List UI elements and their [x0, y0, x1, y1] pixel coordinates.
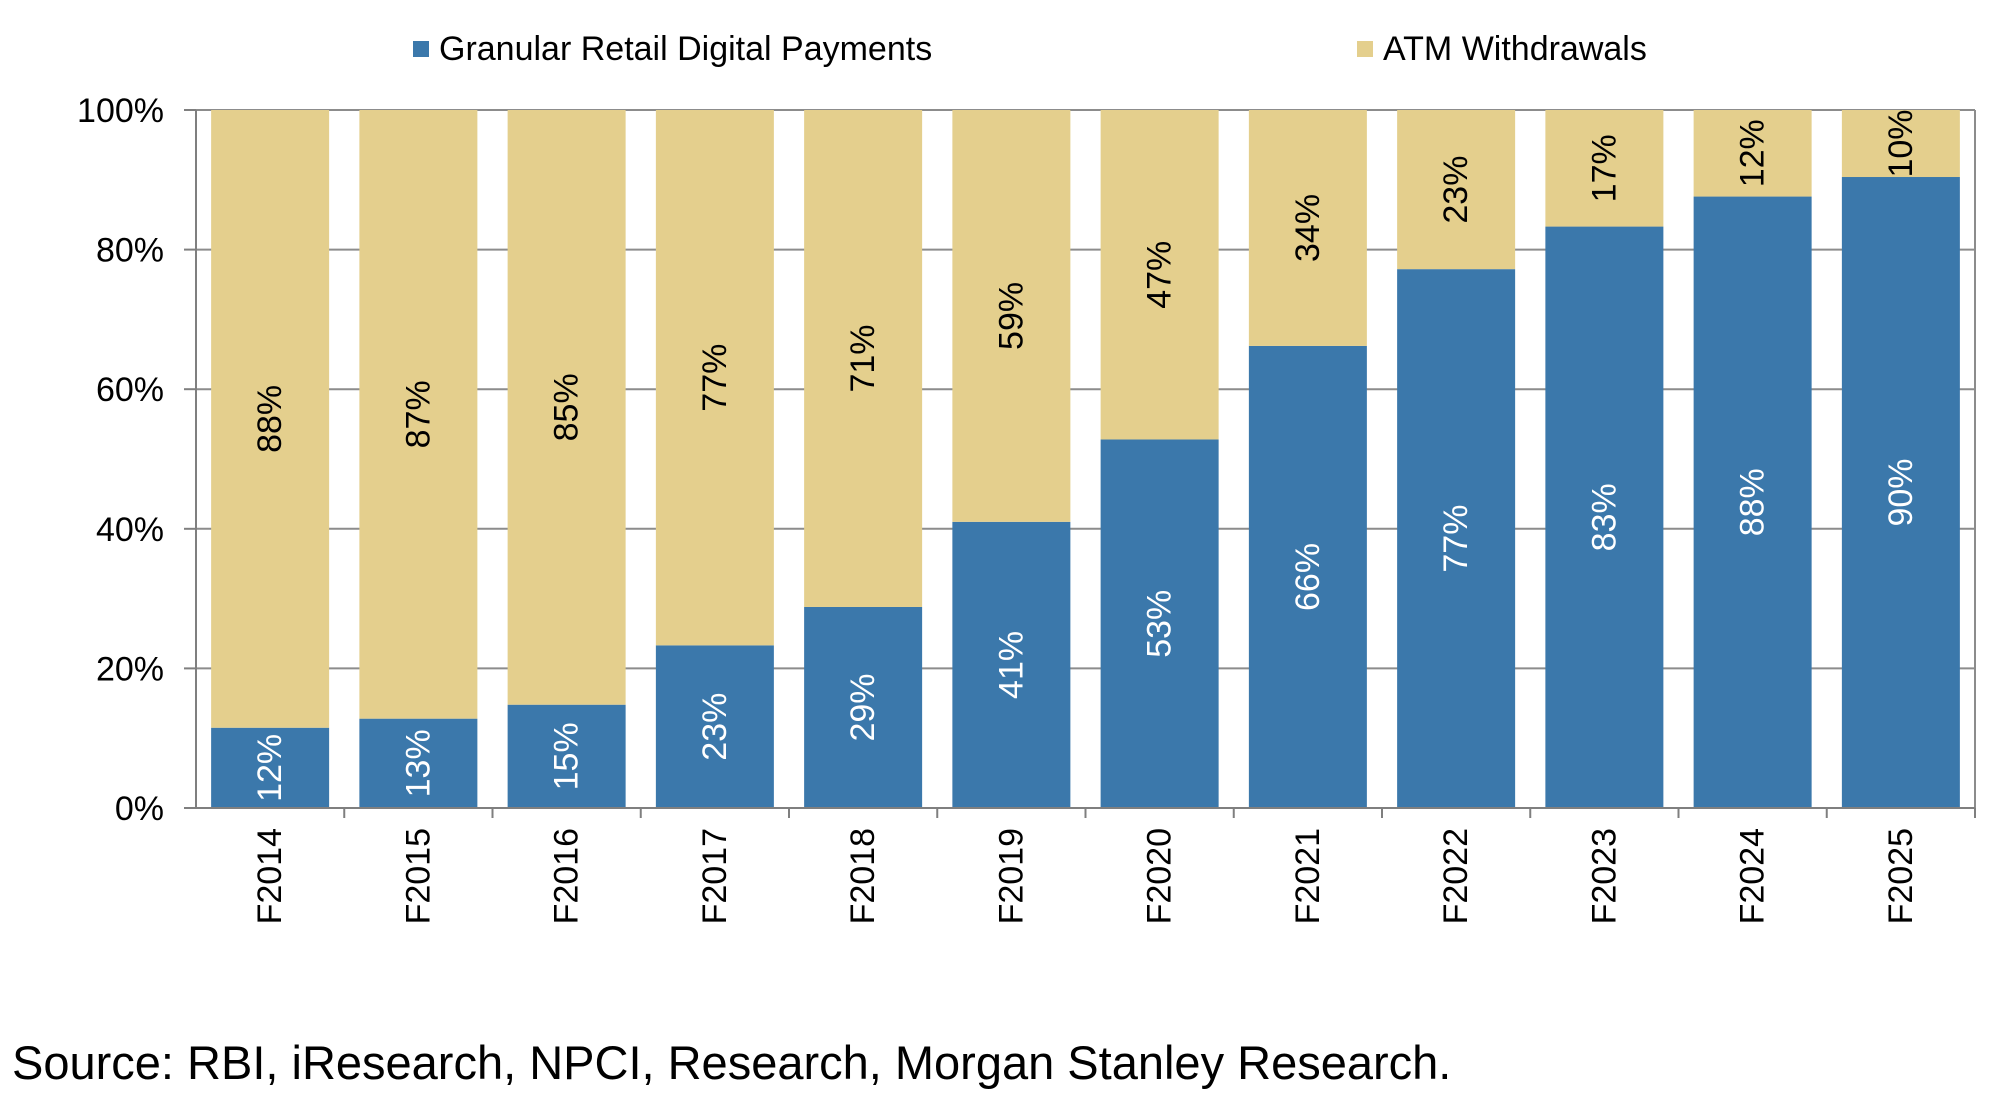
bar-segment-digital-payments [211, 727, 330, 808]
x-tick-label: F2017 [696, 828, 734, 924]
x-tick-label: F2015 [399, 828, 437, 924]
x-tick-label: F2021 [1289, 828, 1327, 924]
data-labels: 12% 88% 13% 87% 15% 85% 23% 77% 29% 71% 41% 59% 53% 4… [251, 109, 1920, 801]
bar-segment-atm-withdrawals [359, 110, 478, 719]
data-label: 53% [1141, 590, 1179, 658]
bar-segment-atm-withdrawals [1841, 110, 1960, 178]
data-label: 83% [1585, 483, 1623, 551]
data-label: 23% [1437, 156, 1475, 224]
legend-label: ATM Withdrawals [1383, 30, 1647, 68]
data-label: 85% [548, 373, 586, 441]
y-tick-label: 100% [77, 92, 164, 130]
bar-segment-atm-withdrawals [1248, 110, 1367, 346]
y-tick-label: 60% [96, 371, 164, 409]
bar-segment-atm-withdrawals [1693, 110, 1812, 197]
bar-segment-atm-withdrawals [804, 110, 923, 607]
bar-segment-atm-withdrawals [655, 110, 774, 646]
bar-segment-digital-payments [507, 704, 626, 808]
data-label: 12% [1734, 119, 1772, 187]
data-label: 90% [1882, 458, 1920, 526]
data-label: 17% [1585, 134, 1623, 202]
data-label: 12% [251, 734, 289, 802]
x-tick-label: F2022 [1437, 828, 1475, 924]
bar-segment-digital-payments [359, 718, 478, 808]
data-label: 41% [992, 631, 1030, 699]
legend-swatch [1357, 41, 1373, 57]
x-tick-label: F2020 [1141, 828, 1179, 924]
bar-segment-atm-withdrawals [952, 110, 1071, 522]
bars [211, 110, 1960, 809]
y-tick-label: 40% [96, 511, 164, 549]
data-label: 77% [1437, 505, 1475, 573]
bar-segment-digital-payments [1397, 269, 1516, 808]
data-label: 77% [696, 344, 734, 412]
legend: Granular Retail Digital Payments ATM With… [413, 30, 1647, 68]
data-label: 88% [251, 385, 289, 453]
data-label: 23% [696, 693, 734, 761]
x-tick-label: F2014 [251, 828, 289, 924]
bar-segment-digital-payments [655, 645, 774, 808]
data-label: 29% [844, 673, 882, 741]
bar-segment-digital-payments [952, 521, 1071, 808]
x-tick-label: F2016 [548, 828, 586, 924]
bar-segment-digital-payments [1693, 196, 1812, 808]
bar-segment-atm-withdrawals [1545, 110, 1664, 227]
data-label: 59% [992, 282, 1030, 350]
bar-segment-digital-payments [1841, 177, 1960, 808]
data-label: 34% [1289, 194, 1327, 262]
y-tick-label: 20% [96, 650, 164, 688]
data-label: 13% [399, 729, 437, 797]
legend-swatch [413, 41, 429, 57]
bar-segment-atm-withdrawals [507, 110, 626, 705]
source-note: Source: RBI, iResearch, NPCI, Research, … [12, 1036, 1452, 1089]
data-label: 15% [548, 722, 586, 790]
bar-segment-atm-withdrawals [1100, 110, 1219, 440]
bar-segment-atm-withdrawals [1397, 110, 1516, 270]
x-tick-label: F2025 [1882, 828, 1920, 924]
data-label: 10% [1882, 109, 1920, 177]
legend-label: Granular Retail Digital Payments [439, 30, 932, 68]
y-tick-label: 80% [96, 232, 164, 270]
data-label: 47% [1141, 241, 1179, 309]
gridlines [196, 109, 1976, 808]
axes: 0% 20% 40% 60% 80% 100% F2014 F2015 F2016 F2017 F2… [77, 92, 1976, 924]
x-tick-label: F2019 [992, 828, 1030, 924]
data-label: 87% [399, 380, 437, 448]
bar-segment-digital-payments [1248, 345, 1367, 808]
data-label: 88% [1734, 468, 1772, 536]
x-tick-label: F2024 [1734, 828, 1772, 924]
bar-segment-atm-withdrawals [211, 110, 330, 728]
data-label: 71% [844, 324, 882, 392]
bar-segment-digital-payments [804, 606, 923, 808]
y-tick-label: 0% [115, 790, 164, 828]
bar-segment-digital-payments [1545, 226, 1664, 809]
data-label: 66% [1289, 543, 1327, 611]
bar-segment-digital-payments [1100, 439, 1219, 808]
x-tick-label: F2023 [1585, 828, 1623, 924]
x-tick-label: F2018 [844, 828, 882, 924]
